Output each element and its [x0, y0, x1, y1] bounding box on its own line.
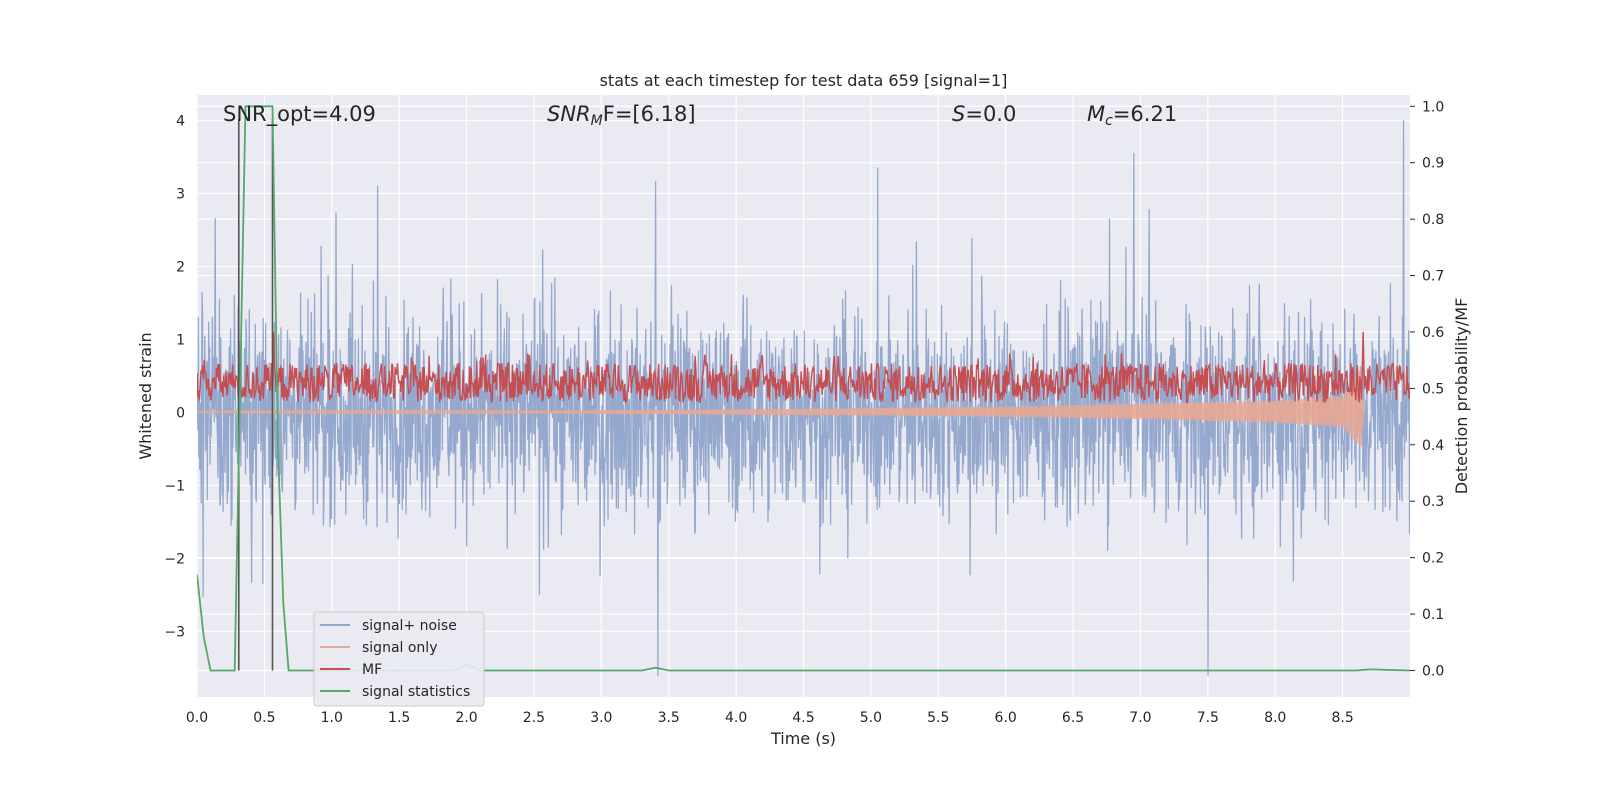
right-y-tick-label: 0.7 [1422, 269, 1444, 285]
snr-mf-annotation: SNRMF=[6.18] [547, 102, 696, 129]
s-annotation: S=0.0 [952, 102, 1016, 126]
s-value: =0.0 [965, 102, 1016, 126]
signal-only-line [197, 367, 1365, 447]
left-y-tick-label: 3 [176, 187, 185, 203]
x-tick-label: 2.0 [455, 710, 477, 726]
snr-mf-value: F=[6.18] [603, 102, 696, 126]
x-tick-label: 3.0 [590, 710, 612, 726]
x-tick-label: 8.0 [1264, 710, 1286, 726]
mf-series [197, 331, 1410, 405]
x-axis-label: Time (s) [770, 729, 836, 748]
signal-noise-series [197, 119, 1410, 676]
legend: signal+ noise signal only MF signal statist… [313, 611, 485, 707]
mf-line [197, 331, 1410, 405]
left-y-tick-label: 0 [176, 405, 185, 421]
signal-statistics-series [197, 105, 1410, 672]
x-tick-label: 8.5 [1331, 710, 1353, 726]
right-y-tick-label: 1.0 [1422, 99, 1444, 115]
right-y-tick-label: 0.6 [1422, 325, 1444, 341]
chart-title: stats at each timestep for test data 659… [600, 71, 1008, 90]
legend-label: signal+ noise [362, 618, 457, 634]
right-y-tick-label: 0.8 [1422, 212, 1444, 228]
left-y-tick-label: −3 [164, 624, 185, 640]
snr-opt-annotation: SNR_opt=4.09 [223, 102, 376, 127]
left-y-tick-label: 4 [176, 114, 185, 130]
x-tick-label: 7.0 [1129, 710, 1151, 726]
left-y-tick-labels: 4 3 2 1 0 −1 −2 −3 [164, 114, 185, 641]
x-tick-label: 4.0 [725, 710, 747, 726]
y-axis-label: Whitened strain [136, 332, 155, 459]
legend-box [313, 611, 485, 707]
left-y-tick-label: 1 [176, 332, 185, 348]
right-y-tick-label: 0.9 [1422, 156, 1444, 172]
signal-noise-line [197, 119, 1410, 676]
left-y-tick-label: 2 [176, 259, 185, 275]
signal-only-series [197, 367, 1365, 447]
x-tick-label: 6.0 [995, 710, 1017, 726]
right-y-tick-label: 0.5 [1422, 381, 1444, 397]
x-tick-labels: 0.0 0.5 1.0 1.5 2.0 2.5 3.0 3.5 4.0 4.5 5.0 5.5 6.0 6… [186, 710, 1354, 726]
x-tick-label: 4.5 [792, 710, 814, 726]
x-tick-label: 5.5 [927, 710, 949, 726]
right-y-tick-label: 0.2 [1422, 551, 1444, 567]
mc-subscript: c [1105, 113, 1113, 129]
mc-symbol: M [1087, 102, 1105, 126]
x-tick-label: 1.0 [321, 710, 343, 726]
right-y-tick-label: 0.4 [1422, 438, 1444, 454]
s-symbol: S [952, 102, 965, 126]
right-y-tick-label: 0.3 [1422, 494, 1444, 510]
legend-label: signal only [362, 640, 437, 656]
x-tick-label: 5.0 [860, 710, 882, 726]
left-y-tick-label: −1 [164, 478, 185, 494]
x-tick-label: 7.5 [1197, 710, 1219, 726]
signal-statistics-line [197, 105, 1410, 672]
x-tick-label: 1.5 [388, 710, 410, 726]
snr-mf-subscript: M [591, 113, 603, 129]
x-tick-label: 2.5 [523, 710, 545, 726]
vertical-markers [237, 119, 274, 671]
x-tick-label: 0.0 [186, 710, 208, 726]
legend-label: MF [362, 662, 382, 678]
x-tick-label: 6.5 [1062, 710, 1084, 726]
mc-annotation: Mc=6.21 [1087, 102, 1177, 129]
right-y-tick-label: 0.1 [1422, 607, 1444, 623]
right-y-tick-labels: 1.0 0.9 0.8 0.7 0.6 0.5 0.4 0.3 0.2 0.1 0.0 [1410, 99, 1444, 679]
x-tick-label: 3.5 [658, 710, 680, 726]
mc-value: =6.21 [1113, 102, 1177, 126]
right-y-axis-label: Detection probability/MF [1452, 298, 1471, 495]
x-tick-label: 0.5 [253, 710, 275, 726]
snr-mf-symbol: SNR [547, 102, 591, 126]
legend-label: signal statistics [362, 684, 470, 700]
right-y-tick-label: 0.0 [1422, 663, 1444, 679]
left-y-tick-label: −2 [164, 551, 185, 567]
